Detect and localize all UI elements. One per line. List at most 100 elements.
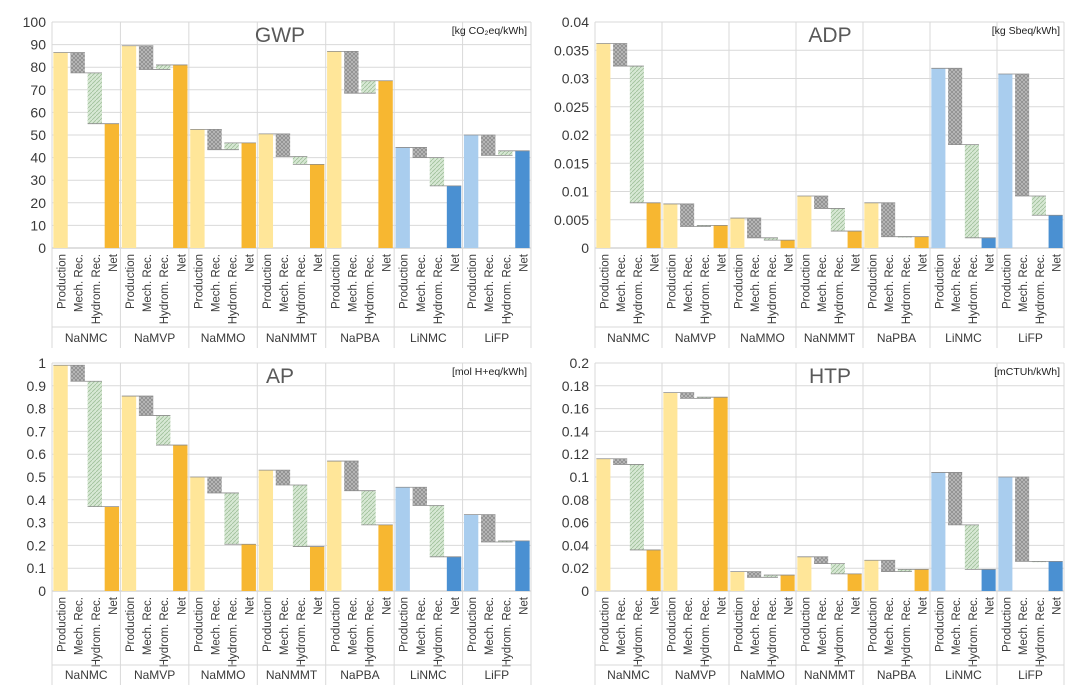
- net-bar: [104, 123, 120, 248]
- y-tick-label: 0.1: [570, 469, 590, 485]
- y-tick-label: 0: [38, 240, 46, 256]
- step-label: Net: [650, 253, 662, 272]
- y-tick-label: 0.6: [27, 446, 47, 462]
- mech-rec-bar: [344, 51, 359, 94]
- mech-rec-bar: [680, 203, 695, 227]
- step-label: Production: [800, 254, 812, 309]
- net-bar: [914, 236, 929, 248]
- step-label: Net: [918, 596, 930, 615]
- group-label: LiNMC: [945, 331, 982, 345]
- net-bar: [378, 524, 393, 591]
- hydrom-rec-bar: [361, 490, 376, 525]
- step-label: Production: [262, 254, 274, 309]
- y-tick-label: 0.1: [27, 560, 47, 576]
- step-label: Production: [666, 254, 678, 309]
- net-bar: [173, 64, 188, 248]
- unit-label: [mol H+eq/kWh]: [452, 366, 527, 378]
- step-label: Mech. Rec.: [484, 597, 496, 655]
- y-tick-label: 0: [581, 240, 589, 256]
- step-label: Net: [851, 253, 863, 272]
- step-label: Hydrom. Rec.: [433, 597, 445, 667]
- mech-rec-bar: [207, 477, 222, 493]
- hydrom-rec-bar: [964, 524, 979, 570]
- y-tick-label: 90: [30, 37, 46, 53]
- y-tick-label: 0.7: [27, 423, 47, 439]
- group-label: LiFP: [1018, 331, 1043, 345]
- hydrom-rec-bar: [498, 540, 513, 542]
- step-label: Mech. Rec.: [750, 254, 762, 312]
- step-label: Net: [918, 253, 930, 272]
- step-label: Mech. Rec.: [616, 597, 628, 655]
- step-label: Hydrom. Rec.: [901, 597, 913, 667]
- y-tick-label: 0.01: [562, 184, 589, 200]
- production-bar: [931, 472, 946, 591]
- hydrom-rec-bar: [87, 72, 102, 124]
- panel-title: AP: [266, 365, 294, 388]
- step-label: Production: [1001, 597, 1013, 652]
- production-bar: [395, 147, 410, 248]
- production-bar: [258, 133, 274, 248]
- step-label: Mech. Rec.: [884, 254, 896, 312]
- step-label: Mech. Rec.: [74, 597, 86, 655]
- step-label: Production: [467, 597, 479, 652]
- net-bar: [446, 556, 462, 591]
- y-tick-label: 80: [30, 59, 46, 75]
- hydrom-rec-bar: [224, 142, 239, 150]
- y-tick-label: 0.4: [27, 492, 47, 508]
- mech-rec-bar: [70, 52, 85, 73]
- step-label: Net: [245, 253, 257, 272]
- step-label: Net: [985, 253, 997, 272]
- hydrom-rec-bar: [763, 237, 778, 241]
- group-label: NaNMMT: [804, 331, 856, 345]
- step-label: Production: [867, 254, 879, 309]
- net-bar: [981, 569, 996, 591]
- step-label: Net: [717, 596, 729, 615]
- group-label: LiNMC: [410, 331, 447, 345]
- y-tick-label: 0.005: [554, 212, 589, 228]
- step-label: Net: [382, 253, 394, 272]
- step-label: Hydrom. Rec.: [433, 254, 445, 324]
- hydrom-rec-bar: [1031, 561, 1046, 563]
- group-label: NaMMO: [201, 668, 246, 682]
- step-label: Hydrom. Rec.: [501, 597, 513, 667]
- step-label: Hydrom. Rec.: [633, 254, 645, 324]
- step-label: Net: [518, 253, 530, 272]
- step-label: Hydrom. Rec.: [968, 597, 980, 667]
- step-label: Production: [934, 597, 946, 652]
- hydrom-rec-bar: [1031, 196, 1046, 216]
- panel-ap: 0 0.1 0.2 0.3 0.4 0.5 0.6 0.7 0.8 0.9 1 Production M…: [27, 355, 532, 685]
- net-bar: [914, 569, 929, 591]
- production-bar: [463, 514, 479, 591]
- production-bar: [463, 135, 479, 248]
- step-label: Mech. Rec.: [211, 254, 223, 312]
- step-label: Mech. Rec.: [951, 254, 963, 312]
- group-label: NaMVP: [675, 331, 716, 345]
- panel-gwp: 0 10 20 30 40 50 60 70 80 90 100 Production Mech. Re…: [23, 14, 532, 348]
- y-tick-label: 0.02: [562, 560, 589, 576]
- net-bar: [446, 185, 462, 248]
- mech-rec-bar: [948, 472, 963, 525]
- production-bar: [327, 461, 342, 591]
- net-bar: [515, 540, 530, 591]
- mech-rec-bar: [814, 196, 829, 209]
- y-tick-label: 0: [581, 583, 589, 599]
- mech-rec-bar: [70, 365, 85, 382]
- group-label: NaMVP: [134, 331, 175, 345]
- step-label: Net: [245, 596, 257, 615]
- production-bar: [998, 73, 1013, 248]
- step-label: Net: [176, 253, 188, 272]
- step-label: Net: [518, 596, 530, 615]
- step-label: Mech. Rec.: [884, 597, 896, 655]
- group-label: LiFP: [1018, 668, 1043, 682]
- y-tick-label: 60: [30, 104, 46, 120]
- hydrom-rec-bar: [87, 381, 102, 507]
- panel-title: ADP: [808, 24, 851, 47]
- y-tick-label: 0.2: [570, 355, 590, 371]
- group-label: LiNMC: [410, 668, 447, 682]
- step-label: Mech. Rec.: [279, 597, 291, 655]
- step-label: Hydrom. Rec.: [834, 597, 846, 667]
- production-bar: [190, 477, 205, 591]
- hydrom-rec-bar: [292, 484, 308, 547]
- y-tick-label: 0.8: [27, 401, 47, 417]
- step-label: Production: [733, 597, 745, 652]
